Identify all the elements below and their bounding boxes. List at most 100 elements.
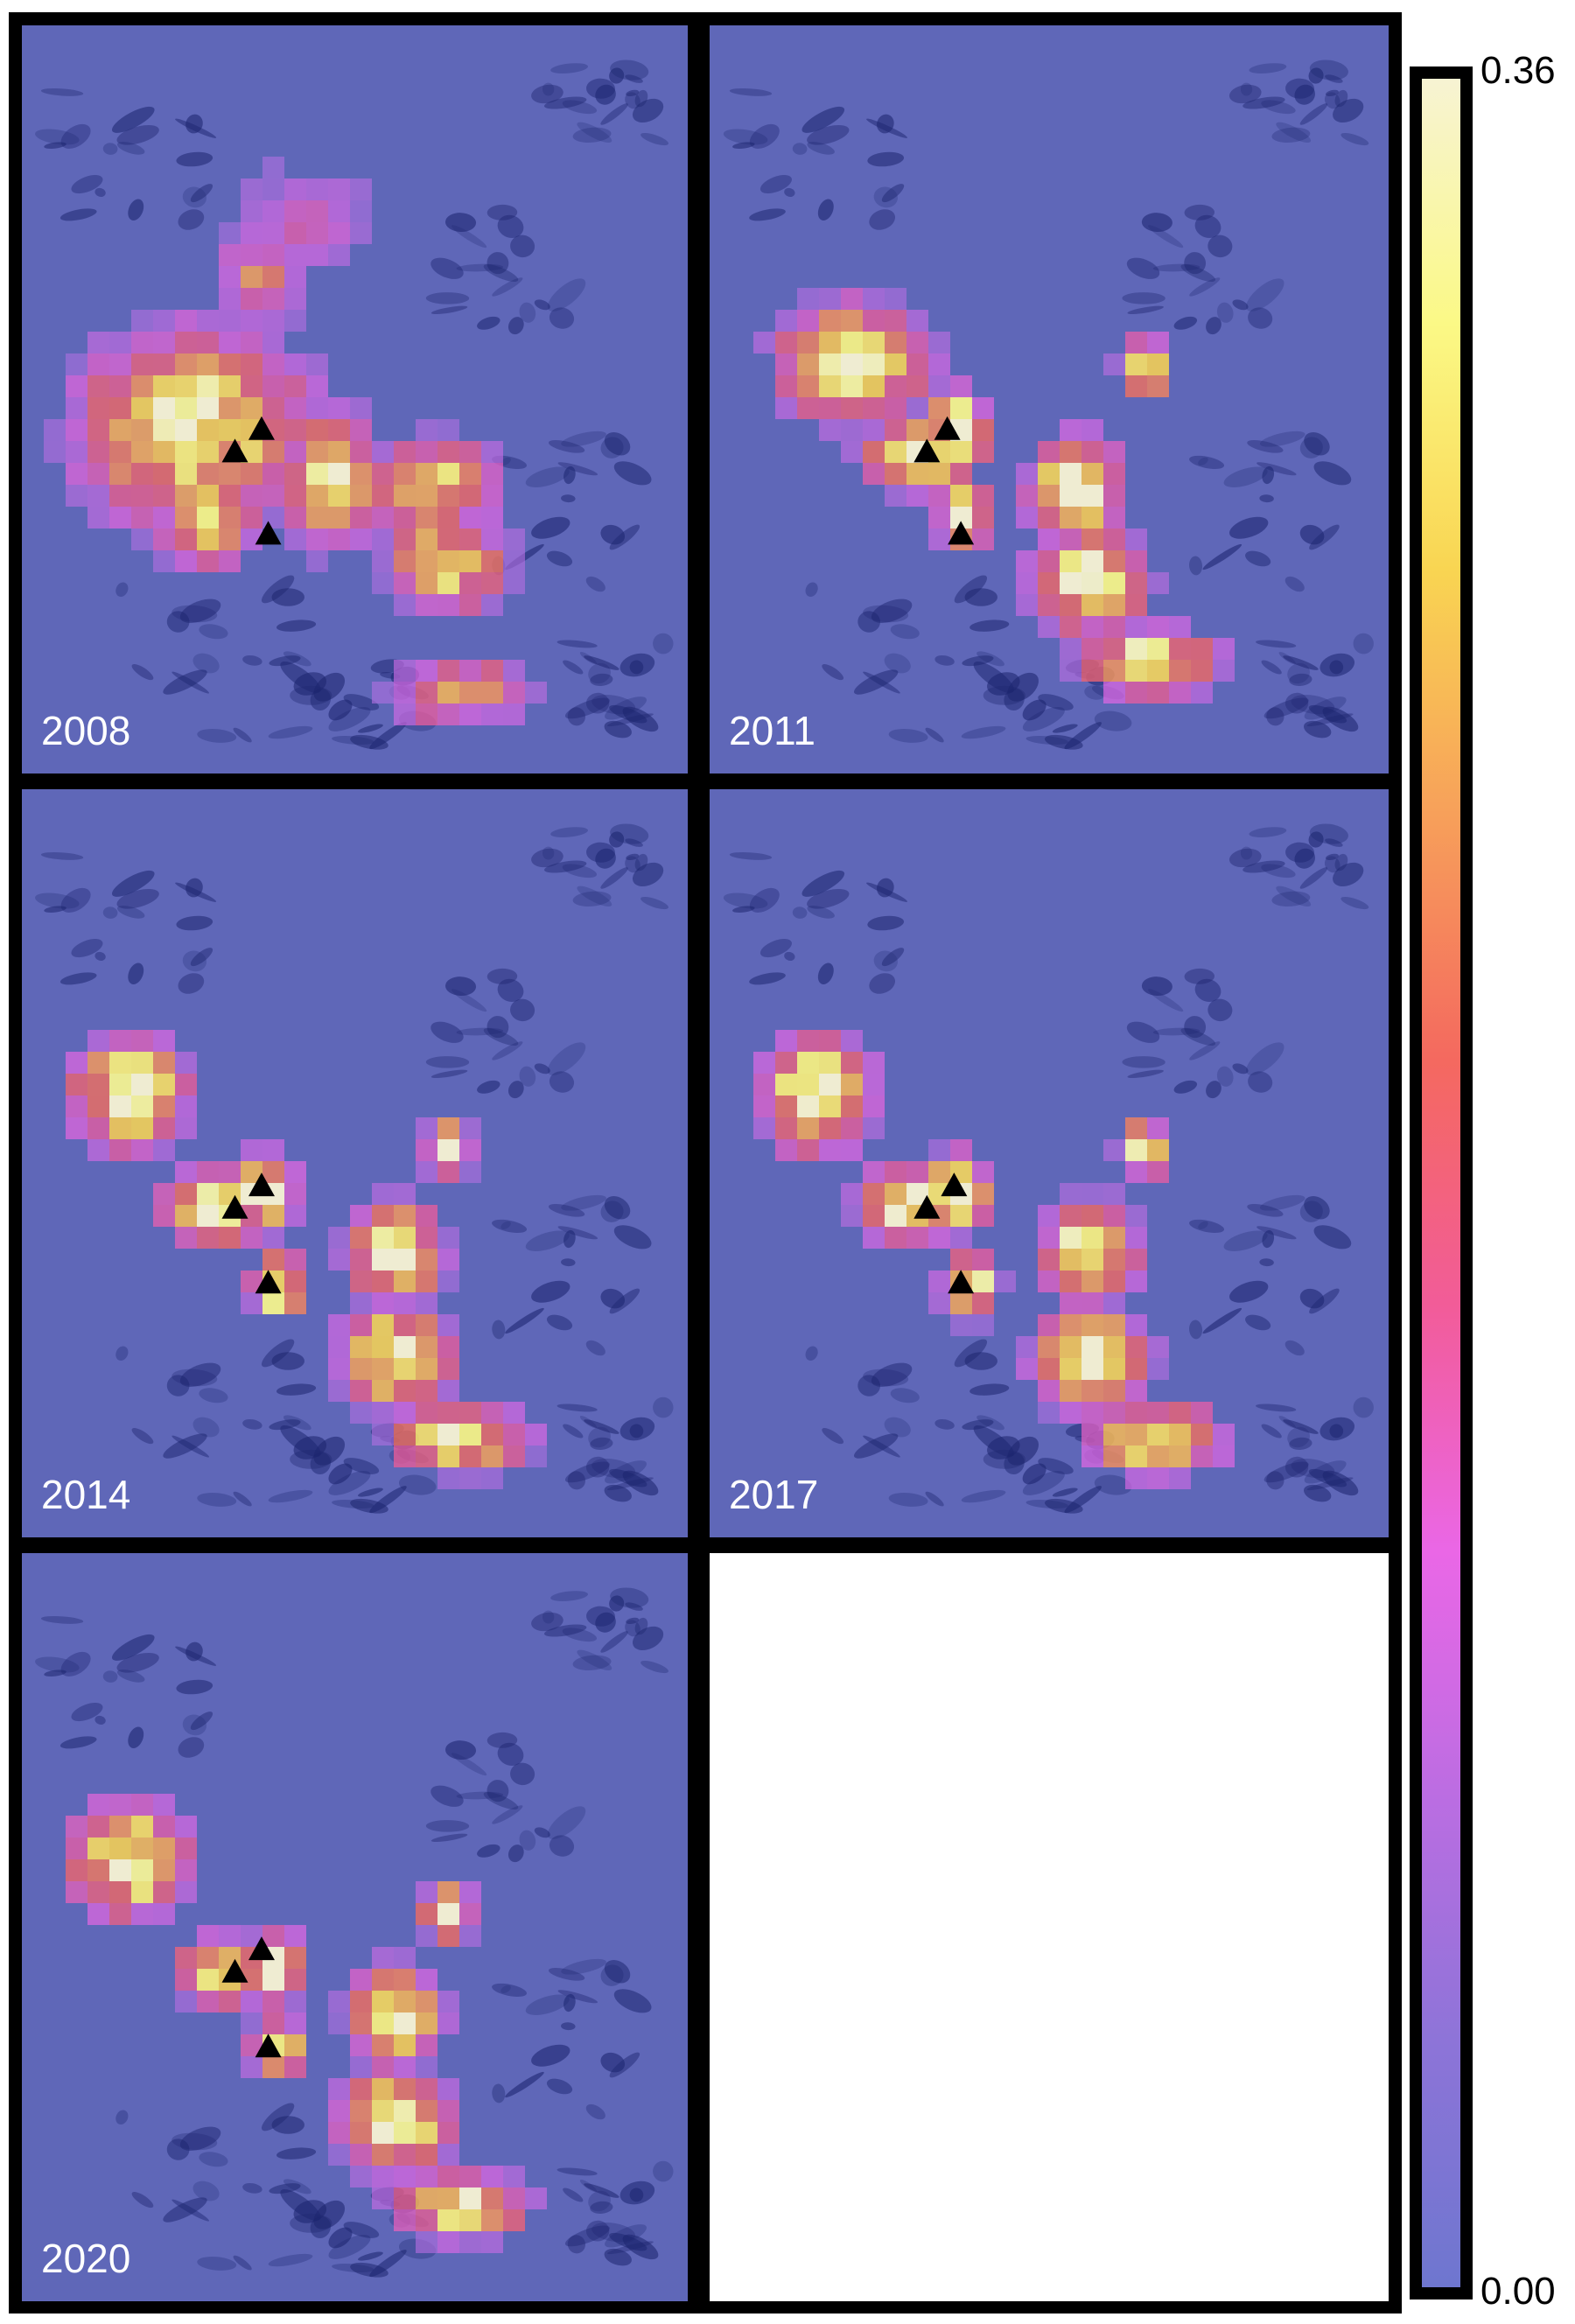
heat-cell — [153, 507, 175, 528]
heat-cell — [863, 1161, 885, 1183]
terrain-ridge — [1308, 67, 1324, 84]
heat-cell — [109, 1794, 131, 1816]
heat-cell — [1147, 1467, 1169, 1489]
heat-cell — [481, 1424, 503, 1446]
heat-cell — [1082, 1358, 1103, 1380]
terrain-ridge — [577, 1649, 612, 1671]
heat-cell — [1082, 660, 1103, 682]
terrain-ridge — [962, 1419, 994, 1431]
heat-cell — [284, 266, 306, 288]
heat-cell — [416, 1402, 438, 1424]
heat-cell — [459, 1903, 481, 1925]
terrain-ridge — [1294, 84, 1316, 105]
heat-cell — [459, 1402, 481, 1424]
heat-cell — [328, 1380, 350, 1402]
vent-triangle-marker — [221, 1958, 248, 1983]
heat-cell — [350, 419, 372, 441]
heat-cell — [175, 528, 197, 550]
terrain-ridge — [595, 1612, 616, 1633]
heat-cell — [197, 1161, 219, 1183]
terrain-ridge — [1278, 652, 1296, 665]
heat-cell — [1147, 682, 1169, 704]
terrain-ridge — [542, 846, 555, 860]
heat-cell — [1016, 1336, 1038, 1358]
terrain-ridge — [1256, 1404, 1297, 1412]
terrain-ridge — [760, 175, 792, 194]
heat-cell — [1125, 550, 1147, 572]
terrain-ridge — [620, 1417, 655, 1441]
heat-cell — [284, 397, 306, 419]
terrain-ridge — [961, 725, 1006, 739]
heat-cell — [131, 1052, 153, 1074]
terrain-ridge — [858, 611, 881, 633]
terrain-ridge — [531, 1612, 564, 1632]
heat-cell — [131, 354, 153, 375]
terrain-ridge — [486, 252, 509, 275]
heat-cell — [241, 178, 262, 200]
heat-cell — [775, 354, 797, 375]
heat-cell — [262, 441, 284, 463]
heat-cell — [459, 1161, 481, 1183]
heat-cell — [438, 1424, 459, 1446]
terrain-ridge — [456, 263, 504, 272]
terrain-ridge — [572, 127, 612, 143]
heat-cell — [1060, 1402, 1082, 1424]
heat-cell — [88, 397, 109, 419]
heat-cell — [885, 310, 906, 332]
terrain-ridge — [609, 1468, 648, 1488]
terrain-ridge — [1038, 1458, 1074, 1474]
terrain-ridge — [563, 2188, 584, 2202]
terrain-ridge — [519, 1066, 536, 1087]
heat-cell — [394, 507, 416, 528]
terrain-ridge — [1242, 860, 1285, 873]
terrain-ridge — [1206, 317, 1222, 335]
heat-cell — [797, 354, 819, 375]
heat-cell — [972, 1161, 994, 1183]
heat-cell — [819, 1139, 841, 1161]
terrain-ridge — [1198, 457, 1208, 466]
heat-cell — [481, 1446, 503, 1467]
terrain-ridge — [609, 704, 648, 724]
heat-cell — [262, 157, 284, 178]
terrain-ridge — [954, 575, 988, 604]
heat-cell — [241, 485, 262, 507]
heat-cell — [372, 528, 394, 550]
heat-cell — [863, 332, 885, 354]
terrain-ridge — [172, 671, 209, 694]
terrain-ridge — [1004, 1452, 1025, 1475]
terrain-ridge — [564, 466, 576, 485]
terrain-ridge — [477, 1844, 500, 1858]
terrain-ridge — [805, 1346, 818, 1362]
heat-cell — [863, 463, 885, 485]
heat-cell — [797, 1139, 819, 1161]
terrain-ridge — [328, 699, 353, 721]
terrain-ridge — [430, 1785, 464, 1807]
heat-cell — [131, 419, 153, 441]
heat-cell — [1191, 660, 1213, 682]
heat-cell — [241, 332, 262, 354]
terrain-ridge — [534, 299, 550, 311]
heat-cell — [1147, 1446, 1169, 1467]
heat-cell — [306, 200, 328, 222]
heat-cell — [438, 1249, 459, 1270]
terrain-ridge — [1324, 856, 1340, 873]
heat-cell — [928, 507, 950, 528]
terrain-ridge — [564, 2225, 610, 2247]
heat-cell — [972, 419, 994, 441]
heat-cell — [416, 441, 438, 463]
heat-cell — [394, 1183, 416, 1205]
terrain-ridge — [572, 1655, 612, 1670]
heat-cell — [394, 2122, 416, 2144]
heat-cell — [131, 1903, 153, 1925]
heat-cell — [438, 1161, 459, 1183]
heat-cell — [109, 419, 131, 441]
heat-cell — [438, 594, 459, 616]
heat-cell — [928, 463, 950, 485]
heat-cell — [503, 572, 525, 594]
heat-cell — [438, 419, 459, 441]
heat-cell — [350, 397, 372, 419]
terrain-ridge — [44, 1670, 66, 1676]
heat-cell — [372, 463, 394, 485]
heat-cell — [153, 485, 175, 507]
terrain-ridge — [1004, 688, 1025, 711]
